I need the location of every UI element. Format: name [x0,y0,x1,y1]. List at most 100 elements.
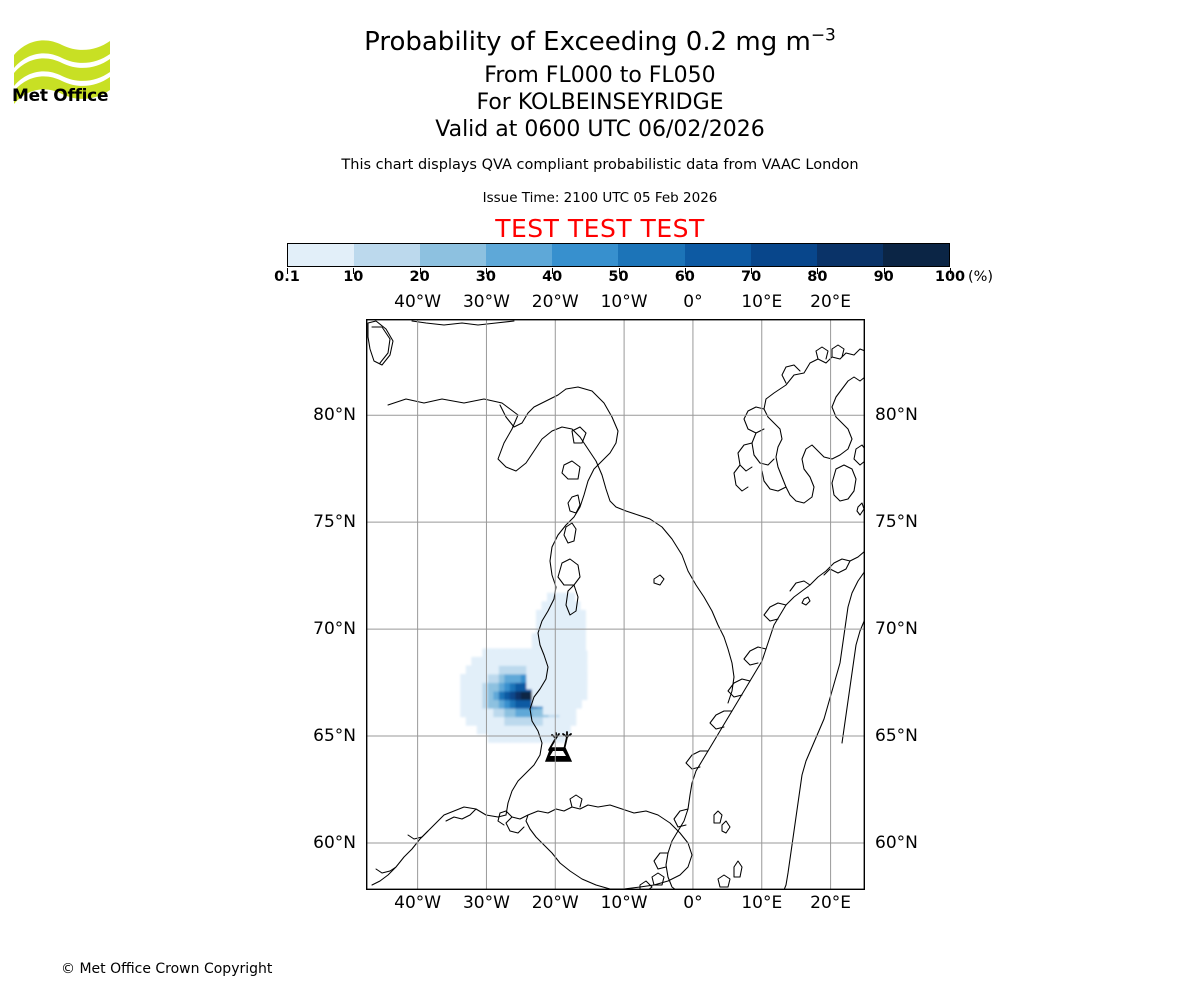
plume-cell [493,733,500,743]
valid-time-subtitle: Valid at 0600 UTC 06/02/2026 [435,117,765,142]
plume-cell [564,706,571,716]
lon-label-bottom-0: 40°W [394,893,442,913]
plume-cell [526,708,533,718]
plume-cell [515,708,522,718]
plume-cell [569,654,575,664]
plume-cell [536,646,542,656]
colorbar-band-0 [288,244,355,266]
colorbar-band-8 [816,244,883,266]
plume-cell [564,695,571,705]
plume-cell [537,716,544,726]
plume-cell [498,699,505,709]
plume-cell [465,691,472,701]
plume-cell [526,733,533,743]
plume-cell [563,644,570,654]
lon-label-top-1: 30°W [462,292,510,312]
plume-cell [547,654,553,664]
plume-cell [482,691,489,701]
plume-cell [493,699,500,709]
plume-cell [509,699,516,709]
plume-cell [509,716,516,726]
plume-cell [581,691,588,701]
plume-cell [569,592,575,602]
plume-cell [520,708,527,718]
coastline-layer [367,320,865,890]
plume-cell [476,691,483,701]
colorbar-tick-2 [419,268,421,274]
plume-cell [531,641,538,651]
plume-cell [564,684,571,694]
plume-cell [520,716,527,726]
plume-cell [542,716,549,726]
plume-cell [504,733,511,743]
lon-label-bottom-3: 10°W [600,893,648,913]
lat-label-right-4: 80°N [875,405,918,426]
plume-cell [493,691,500,701]
plume-cell [526,699,533,709]
plume-cell [537,708,544,718]
plume-cell [547,626,553,636]
plume-cell [520,656,527,666]
plume-cell [553,716,560,726]
plume-cell [520,674,527,683]
plume-cell [569,644,575,654]
plume-cell [526,691,533,701]
plume-cell [541,665,548,675]
plume-cell [564,716,571,726]
plume-cell [504,682,511,692]
plume-cell [548,695,555,705]
colorbar-tick-8 [817,268,819,274]
plume-cell [559,706,566,716]
plume-cell [569,626,575,636]
plume-cell [536,609,542,619]
plume-cell [558,644,564,654]
page-title-text: Probability of Exceeding 0.2 mg m [364,27,811,57]
plume-cell [537,686,544,696]
plume-cell [504,725,511,735]
lon-label-bottom-6: 20°E [810,893,852,913]
plume-cell [487,648,494,658]
lat-label-right-1: 65°N [875,726,918,747]
plume-cell [493,656,500,666]
plume-cell [526,680,533,690]
plume-cell [515,691,522,701]
plume-cell [541,601,548,611]
plume-cell [531,733,538,743]
plume-cell [515,665,522,675]
plume-cell [526,650,533,660]
plume-cell [547,609,553,619]
colorbar-tick-0 [287,268,288,274]
plume-cell [575,678,582,688]
plume-cell [563,609,570,619]
colorbar-tick-7 [751,268,753,274]
lon-label-bottom-5: 10°E [741,893,783,913]
volcano-marker-icon [544,731,573,762]
plume-cell [569,635,575,645]
plume-cell [471,699,478,709]
plume-cell [504,648,511,658]
plume-cell [504,665,511,675]
colorbar-tick-4 [552,268,554,274]
plume-cell [563,654,570,664]
plume-cell [471,674,478,683]
plume-cell [482,665,489,675]
plume-cell [559,733,566,743]
plume-cell [465,699,472,709]
probability-colorbar [287,243,950,267]
plume-cell [526,669,533,679]
plume-cell [482,716,489,726]
plume-cell [574,626,581,636]
plume-cell [471,716,478,726]
colorbar-tick-label-3: 30 [475,269,496,285]
plume-cell [487,682,494,692]
plume-cell [537,725,544,735]
plume-cell [487,674,494,683]
plume-cell [487,691,494,701]
plume-cell [487,708,494,718]
plume-cell [548,725,555,735]
plume-cell [476,716,483,726]
plume-cell [564,725,571,735]
plume-cell [547,635,553,645]
plume-cell [531,716,538,726]
colorbar-band-5 [618,244,685,266]
